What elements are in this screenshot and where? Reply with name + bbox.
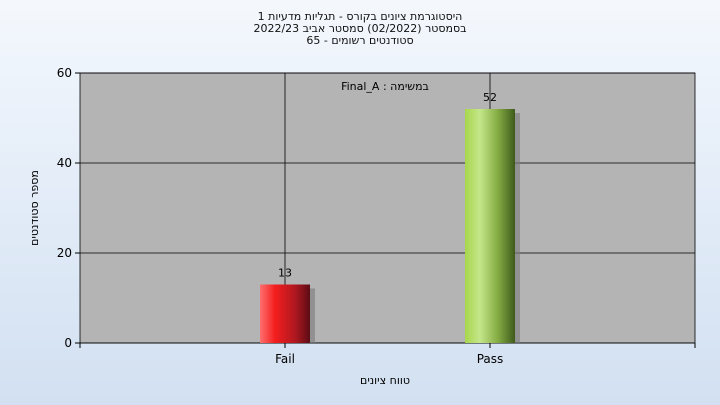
x-tick-label-fail: Fail bbox=[275, 352, 295, 366]
plot-area bbox=[79, 72, 696, 344]
chart-title-line-2: בסמסטר (02/2022) סמסטר אביב 2022/23 bbox=[253, 22, 467, 35]
chart-title-line-1: היסטוגרמת ציונים בקורס - תגליות מדעיות 1 bbox=[257, 10, 463, 23]
chart-title-block: היסטוגרמת ציונים בקורס - תגליות מדעיות 1… bbox=[0, 11, 720, 47]
chart-annotation: במשימה : Final_A bbox=[341, 80, 429, 93]
bar-fail bbox=[260, 284, 310, 343]
chart-title-line-3: סטודנטים רשומים - 65 bbox=[306, 34, 414, 47]
y-axis-title: מספר סטודנטים bbox=[28, 170, 41, 246]
y-tick-label-1: 20 bbox=[57, 246, 72, 260]
x-tick-label-pass: Pass bbox=[477, 352, 504, 366]
data-label-fail: 13 bbox=[278, 267, 292, 280]
bar-pass bbox=[465, 109, 515, 343]
y-tick-label-3: 60 bbox=[57, 66, 72, 80]
data-label-pass: 52 bbox=[483, 91, 497, 104]
x-axis-title: טווח ציונים bbox=[360, 374, 410, 387]
y-tick-label-2: 40 bbox=[57, 156, 72, 170]
y-tick-label-0: 0 bbox=[64, 336, 72, 350]
